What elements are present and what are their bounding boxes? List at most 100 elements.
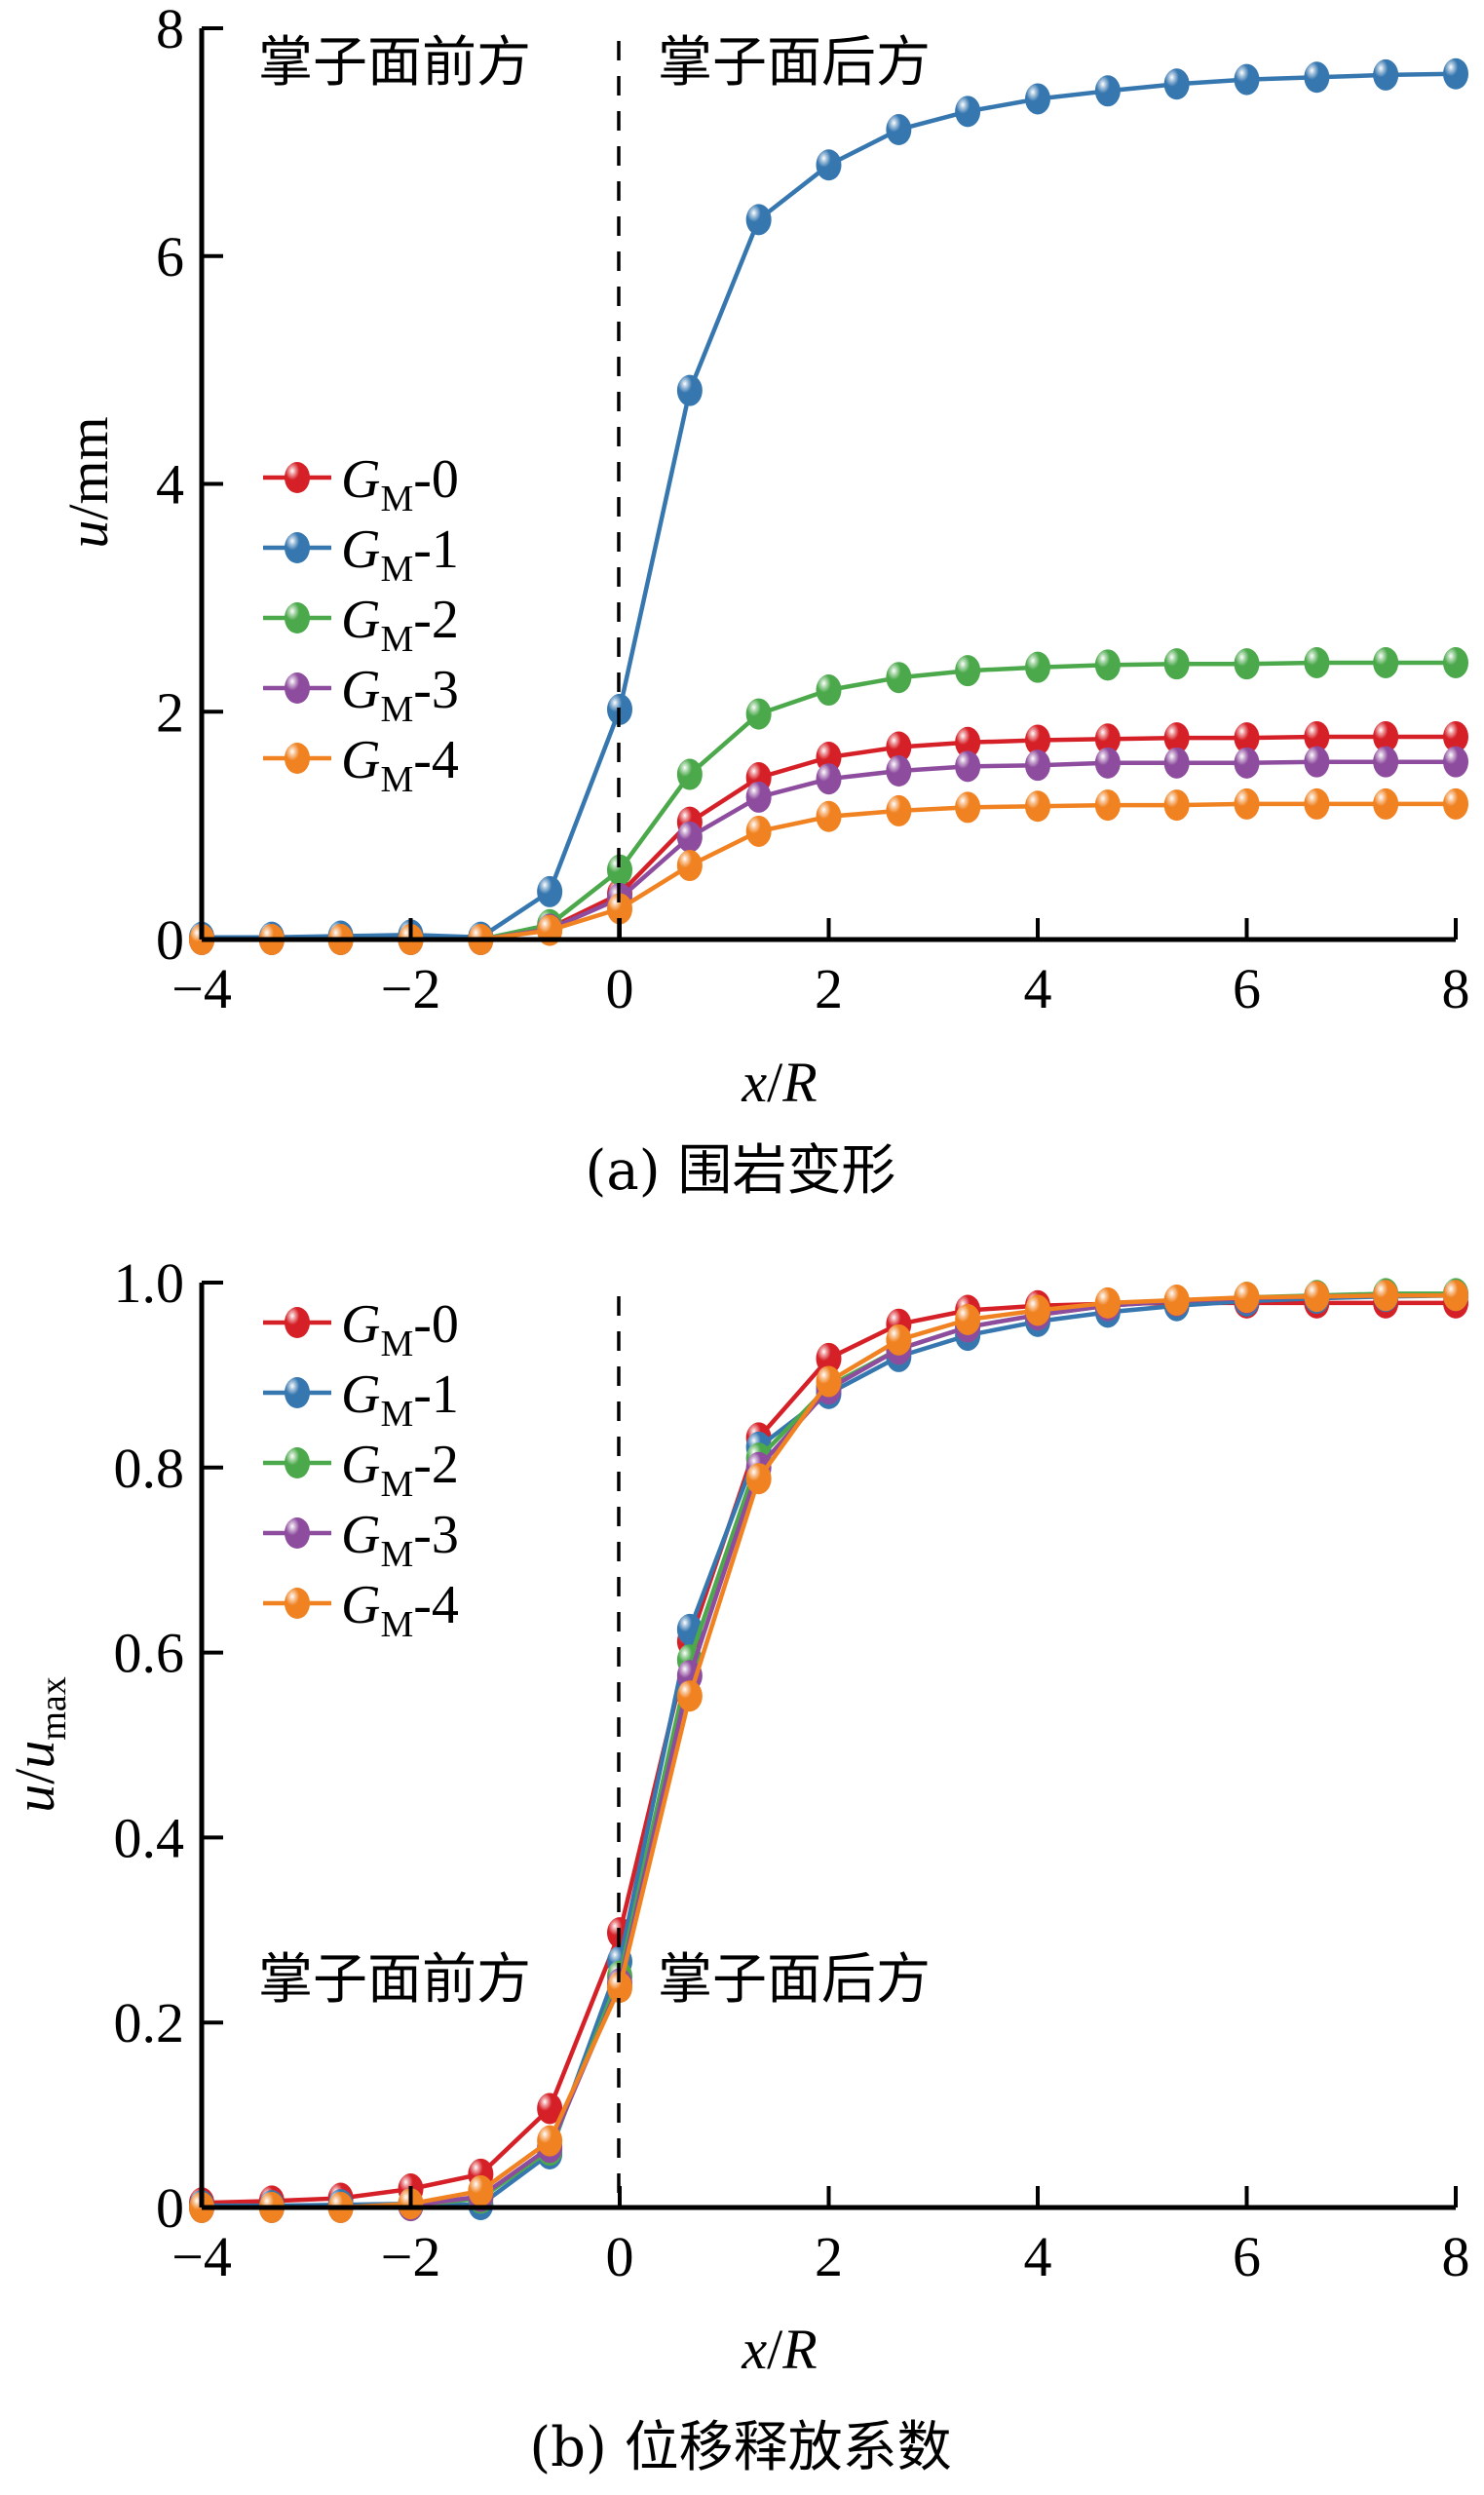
chart-b-x-tick-label: 6 [1233,2225,1261,2288]
chart-a-data-point [1025,83,1050,115]
chart-b-data-point [1304,1281,1330,1313]
chart-a-xlabel-x: x [741,1051,767,1114]
chart-b-x-tick-label: −2 [381,2225,441,2288]
chart-a-legend-item: GM-3 [263,660,459,730]
chart-b-data-point [886,1324,912,1356]
chart-b-caption: (b) 位移释放系数 [529,2416,951,2479]
chart-a-data-point [886,794,912,826]
chart-a-ticks: −4 −2 0 2 4 6 8 0 2 4 6 8 [156,0,1470,1020]
chart-a-data-point [955,655,981,687]
chart-a-x-tick-label: 2 [815,957,843,1020]
chart-a-data-point [676,821,703,853]
chart-b-annotation-behind: 掌子面后方 [658,1948,931,2012]
chart-a-legend-item: GM-4 [263,730,459,800]
chart-a-x-tick-label: 8 [1442,957,1470,1020]
chart-a-xlabel-R: R [781,1051,817,1114]
chart-a-data-point [1094,723,1121,755]
chart-a-ylabel-unit: /mm [57,416,120,519]
chart-a-annotation-front: 掌子面前方 [258,31,531,95]
chart-a-data-point [1304,61,1330,94]
chart-a-data-point [1234,63,1260,96]
chart-a-data-point [886,114,912,146]
chart-b-xlabel-R: R [781,2318,817,2381]
chart-a-data-point [1443,720,1468,752]
legend-label: GM-2 [341,590,459,660]
chart-a-data-point [1163,789,1190,822]
chart-b-ylabel-u2: u [3,1741,66,1769]
chart-b-y-tick-label: 0.6 [114,1622,185,1685]
chart-b-x-tick-label: 8 [1442,2225,1470,2288]
chart-b-data-point [1234,1282,1260,1314]
chart-a-x-tick-label: 6 [1233,957,1261,1020]
chart-b-x-tick-label: 0 [606,2225,634,2288]
chart-a-data-point [1163,648,1190,680]
chart-a-data-point [955,96,981,128]
chart-a-caption: (a) 围岩变形 [586,1139,896,1203]
chart-b-legend: GM-0GM-1GM-2GM-3GM-4 [263,1294,459,1645]
chart-a-data-point [1163,747,1190,779]
chart-b-data-point [745,1463,772,1495]
legend-label: GM-4 [341,1575,459,1645]
chart-a-data-point [1443,746,1468,778]
chart-a-data-point [816,149,842,181]
chart-a-data-point [1304,646,1330,678]
chart-b-data-point [1443,1280,1468,1312]
legend-label: GM-1 [341,519,459,590]
chart-a-data-point [676,374,703,406]
chart-a-data-point [537,875,563,907]
chart-a-ylabel-u: u [57,520,120,549]
chart-b-y-tick-label: 0.8 [114,1437,185,1500]
chart-b-data-point [327,2192,354,2223]
chart-b-legend-item: GM-0 [263,1294,459,1364]
chart-b-data-point [468,2174,494,2207]
chart-b-y-axis-title: u/umax [3,1676,74,1813]
chart-a-y-tick-label: 0 [156,908,184,972]
chart-b-ylabel-u: u [3,1785,66,1813]
chart-a-data-point [955,791,981,824]
chart-a-x-axis-title: x/R [741,1051,817,1114]
legend-label: GM-4 [341,730,459,800]
chart-a-x-tick-label: −2 [381,957,441,1020]
chart-a-legend: GM-0GM-1GM-2GM-3GM-4 [263,449,459,800]
chart-a-data-point [1094,789,1121,822]
chart-b-legend-item: GM-2 [263,1435,459,1505]
chart-b-data-point [607,1972,632,2004]
chart-b-data-point [955,1303,981,1335]
chart-a-data-point [607,893,632,925]
chart-b-y-tick-label: 0.2 [114,1991,185,2054]
chart-a-data-point [745,815,772,847]
chart-b-annotation-front: 掌子面前方 [258,1948,531,2012]
legend-label: GM-3 [341,1505,459,1575]
chart-a-data-point [1373,787,1399,820]
chart-b-release-coefficient: −4 −2 0 2 4 6 8 0 0.2 0.4 0.6 0.8 1.0 掌子面前方 掌子面后方 GM… [3,1251,1470,2479]
legend-label: GM-2 [341,1435,459,1505]
chart-a-data-point [1094,747,1121,779]
legend-label: GM-1 [341,1364,459,1435]
chart-b-data-point [1025,1294,1050,1326]
chart-a-data-point [955,726,981,758]
chart-b-data-point [1094,1286,1121,1319]
chart-a-data-point [1373,58,1399,91]
chart-b-ticks: −4 −2 0 2 4 6 8 0 0.2 0.4 0.6 0.8 1.0 [114,1251,1470,2288]
chart-a-data-point [1443,58,1468,90]
chart-a-data-point [1373,646,1399,678]
chart-a-data-point [1304,720,1330,752]
chart-b-data-point [1373,1280,1399,1312]
chart-b-ylabel-sub: max [33,1676,74,1740]
chart-b-y-tick-label: 0.4 [114,1806,185,1869]
chart-a-data-point [1025,749,1050,782]
chart-b-data-point [1163,1285,1190,1317]
chart-a-y-tick-label: 6 [156,225,184,288]
chart-a-data-point [745,698,772,730]
chart-a-data-point [1304,746,1330,778]
chart-a-annotation-behind: 掌子面后方 [658,31,931,95]
chart-b-ylabel-slash: / [3,1768,66,1785]
chart-a-data-point [1094,649,1121,681]
chart-a-x-tick-label: −4 [171,957,232,1020]
legend-label: GM-3 [341,660,459,730]
chart-a-data-point [1304,787,1330,820]
chart-b-x-axis-title: x/R [741,2318,817,2381]
chart-a-data-point [1025,651,1050,683]
